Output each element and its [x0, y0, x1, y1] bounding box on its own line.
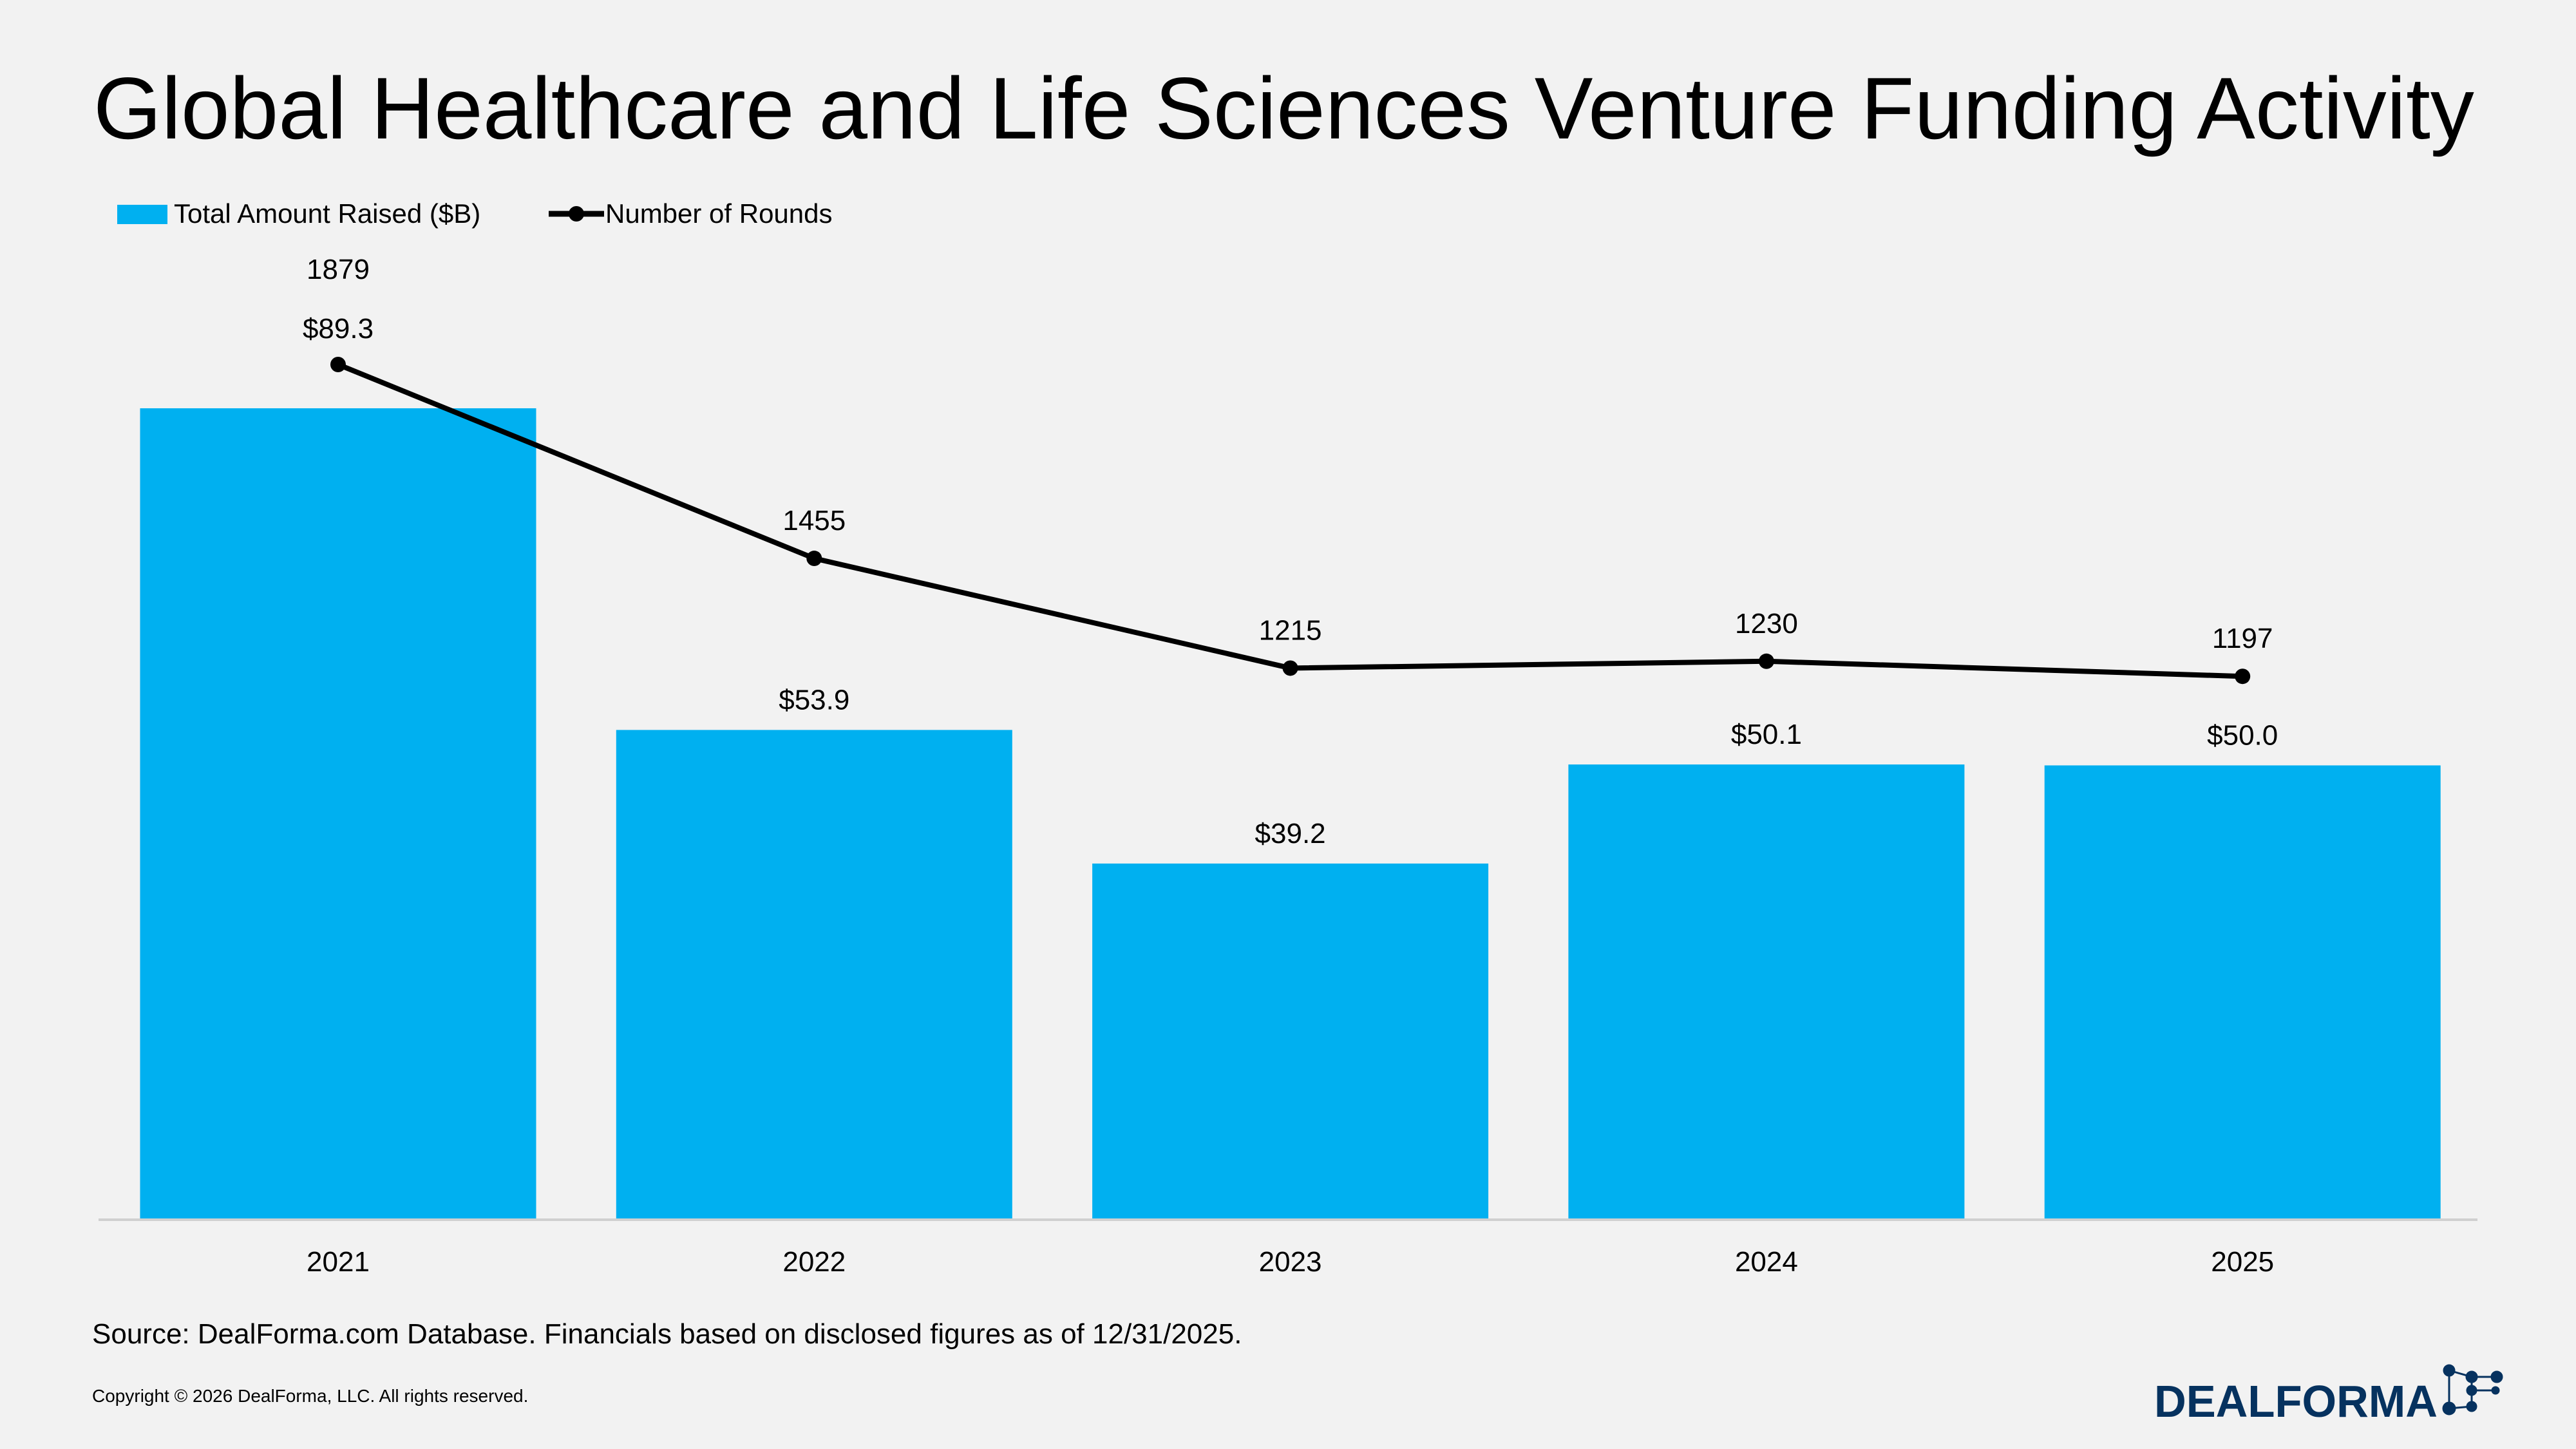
source-note: Source: DealForma.com Database. Financia…: [92, 1318, 1242, 1350]
legend-swatch-marker: [569, 206, 584, 222]
x-tick-2024: 2024: [1735, 1246, 1798, 1278]
x-tick-2021: 2021: [307, 1246, 370, 1278]
rounds-marker-2025: [2235, 668, 2251, 685]
bar-2023: [1092, 863, 1489, 1220]
bar-label-2023: $39.2: [1255, 818, 1326, 849]
bar-series: [140, 408, 2441, 1220]
chart-title: Global Healthcare and Life Sciences Vent…: [93, 59, 2474, 157]
line-label-2023: 1215: [1259, 614, 1322, 646]
bar-label-2022: $53.9: [779, 684, 849, 715]
line-label-2024: 1230: [1735, 608, 1798, 639]
bar-label-2025: $50.0: [2207, 720, 2278, 752]
x-tick-2023: 2023: [1259, 1246, 1322, 1278]
data-labels: $89.3 1879 $53.9 1455 $39.2 1215 $50.1 1230 $50.…: [303, 254, 2278, 849]
line-label-2022: 1455: [782, 505, 846, 536]
bar-label-2024: $50.1: [1731, 719, 1802, 750]
rounds-marker-2023: [1282, 660, 1298, 676]
rounds-marker-2022: [806, 551, 822, 567]
logo-text: DEALFORMA: [2154, 1376, 2438, 1426]
legend: Total Amount Raised ($B) Number of Round…: [117, 198, 833, 229]
legend-swatch-bar: [117, 205, 167, 224]
legend-label-amount: Total Amount Raised ($B): [174, 198, 480, 229]
x-axis-ticks: 2021 2022 2023 2024 2025: [307, 1246, 2274, 1278]
line-label-2021: 1879: [307, 254, 370, 285]
bar-2025: [2044, 765, 2441, 1220]
line-series: [330, 357, 2251, 685]
bar-label-2021: $89.3: [303, 313, 374, 345]
dealforma-logo: DEALFORMA: [2154, 1364, 2503, 1426]
x-tick-2025: 2025: [2211, 1246, 2274, 1278]
bar-2024: [1568, 764, 1965, 1220]
copyright: Copyright © 2026 DealForma, LLC. All rig…: [92, 1386, 528, 1406]
legend-label-rounds: Number of Rounds: [605, 198, 833, 229]
bar-2022: [616, 730, 1012, 1220]
rounds-marker-2021: [330, 357, 346, 372]
rounds-marker-2024: [1758, 653, 1774, 669]
x-tick-2022: 2022: [782, 1246, 846, 1278]
bar-2021: [140, 408, 536, 1220]
line-label-2025: 1197: [2212, 623, 2273, 654]
